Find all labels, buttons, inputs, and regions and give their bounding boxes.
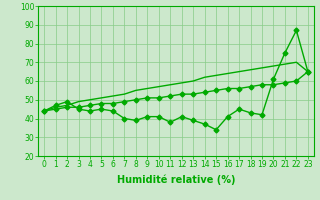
X-axis label: Humidité relative (%): Humidité relative (%)	[117, 175, 235, 185]
